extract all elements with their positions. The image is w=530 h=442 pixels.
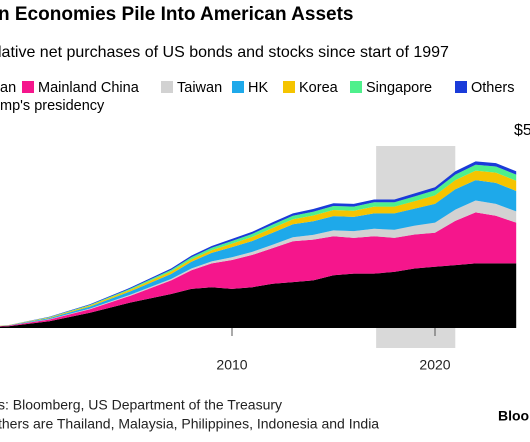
legend-label: an	[0, 80, 16, 96]
chart-title: n Economies Pile Into American Assets	[0, 4, 353, 25]
logo: Bloo	[498, 408, 529, 424]
annotation: $5	[514, 122, 530, 139]
legend-swatch	[283, 81, 295, 93]
legend-label: Mainland China	[38, 80, 140, 96]
legend-swatch	[232, 81, 244, 93]
area	[0, 212, 517, 327]
legend-swatch	[22, 81, 34, 93]
legend-swatch	[350, 81, 362, 93]
x-tick-label: 2020	[419, 357, 450, 373]
area	[0, 180, 517, 327]
legend-label: Others	[471, 80, 515, 96]
legend-label: Singapore	[366, 80, 432, 96]
x-tick-label: 2010	[216, 357, 247, 373]
area	[0, 170, 517, 326]
legend-label: Korea	[299, 80, 339, 96]
note: thers are Thailand, Malaysia, Philippine…	[0, 416, 379, 432]
legend-swatch	[161, 81, 173, 93]
area	[0, 263, 517, 328]
area	[0, 164, 517, 326]
source: s: Bloomberg, US Department of the Treas…	[0, 397, 282, 413]
legend-label: Taiwan	[177, 80, 222, 96]
chart-subtitle: lative net purchases of US bonds and sto…	[0, 44, 449, 61]
legend-label: HK	[248, 80, 268, 96]
area	[0, 200, 517, 327]
legend-swatch	[455, 81, 467, 93]
legend-label: mp's presidency	[0, 98, 105, 114]
